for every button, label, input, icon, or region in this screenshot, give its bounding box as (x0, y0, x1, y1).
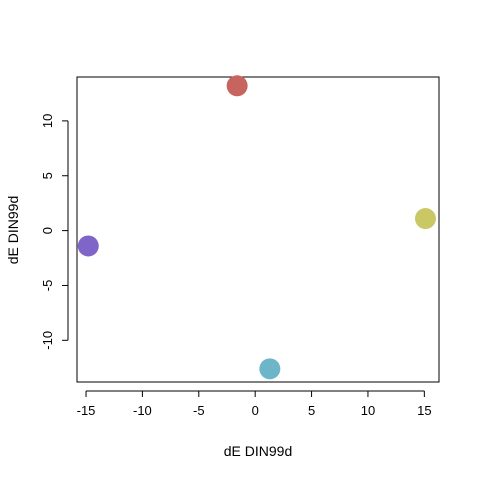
y-tick-label: 10 (40, 114, 55, 128)
x-tick-label: -15 (77, 403, 96, 418)
data-point (77, 235, 99, 257)
x-tick-label: -10 (133, 403, 152, 418)
data-point (226, 75, 248, 97)
x-tick-label: 0 (252, 403, 259, 418)
y-tick-label: 5 (40, 172, 55, 179)
y-tick-label: -10 (40, 331, 55, 350)
y-tick-label: 0 (40, 227, 55, 234)
x-tick-label: 15 (417, 403, 431, 418)
x-tick-label: 10 (361, 403, 375, 418)
data-point (259, 358, 281, 380)
x-axis-title: dE DIN99d (224, 443, 292, 459)
x-axis: -15 -10 -5 0 5 10 15 (77, 390, 432, 418)
plot-frame (76, 76, 440, 383)
x-tick-label: 5 (308, 403, 315, 418)
y-axis: -10 -5 0 5 10 (40, 114, 69, 350)
data-points (77, 75, 436, 380)
x-tick-label: -5 (193, 403, 205, 418)
y-tick-label: -5 (40, 280, 55, 292)
y-axis-title: dE DIN99d (5, 196, 21, 264)
data-point (414, 208, 436, 230)
